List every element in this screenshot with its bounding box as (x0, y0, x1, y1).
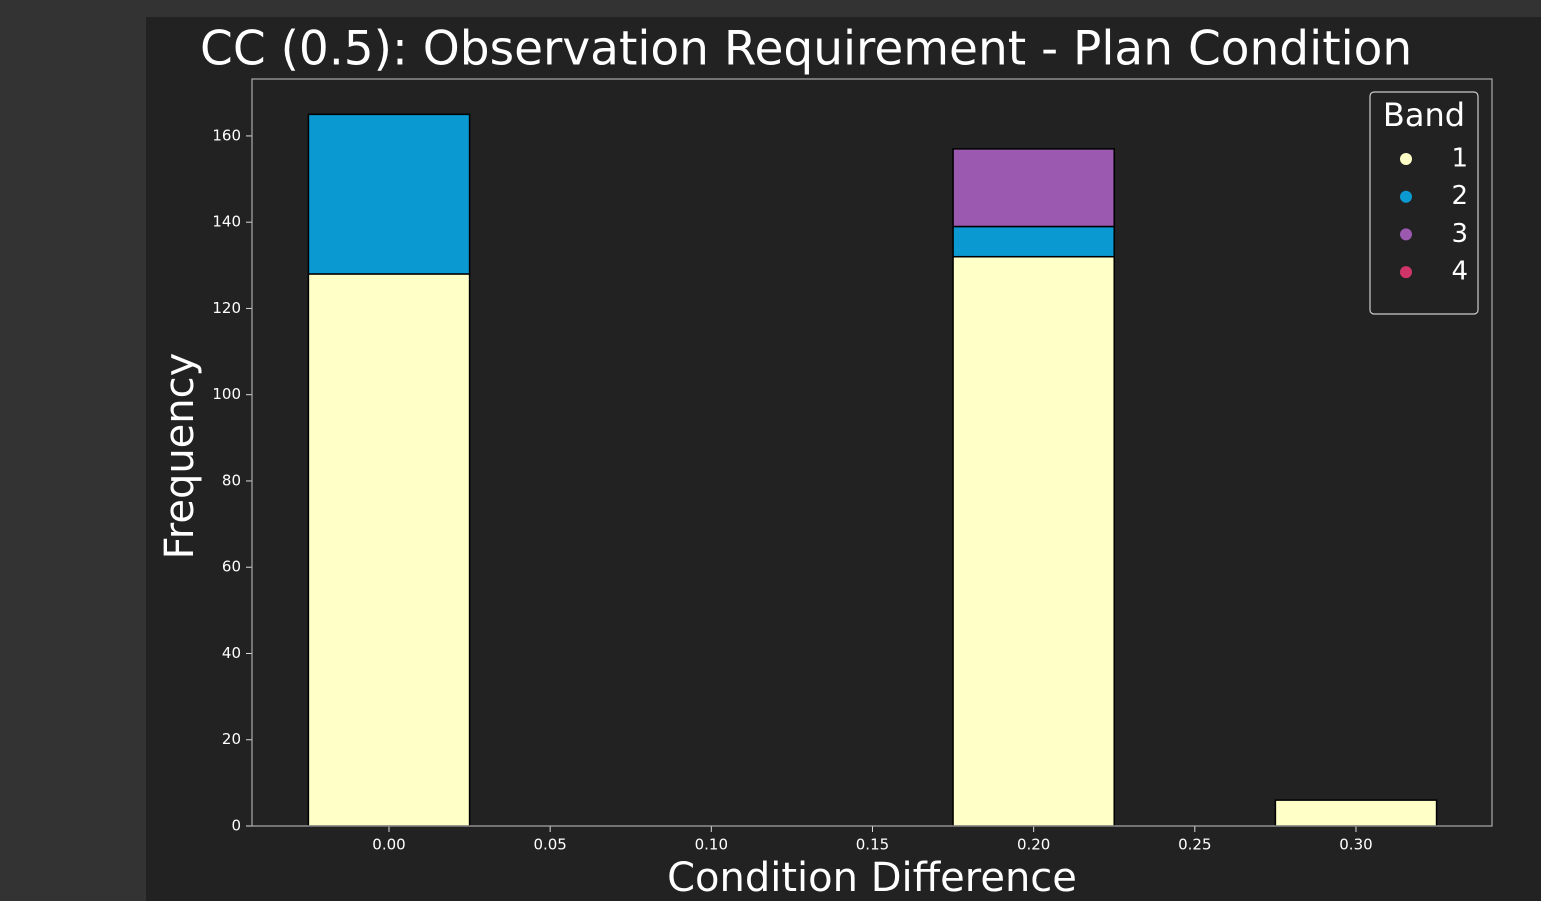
y-tick-label: 140 (212, 213, 241, 231)
bar-segment (307, 273, 471, 827)
x-tick-label: 0.25 (1178, 836, 1211, 854)
bar-segment (952, 148, 1115, 228)
bar-segment (307, 113, 471, 275)
y-tick-label: 80 (222, 471, 241, 489)
y-tick-label: 120 (212, 299, 241, 317)
y-tick-label: 0 (231, 817, 241, 835)
plot-frame (251, 78, 1493, 827)
chart-title: CC (0.5): Observation Requirement - Plan… (200, 22, 1412, 77)
legend-marker (1400, 266, 1412, 279)
y-tick-label: 60 (222, 558, 241, 576)
y-tick-label: 160 (212, 126, 241, 144)
bar-segment (1274, 799, 1438, 827)
legend-title: Band (1383, 96, 1465, 134)
legend-marker (1400, 190, 1412, 203)
y-tick-label: 100 (212, 385, 241, 403)
legend-label: 1 (1451, 144, 1468, 174)
legend-label: 3 (1451, 219, 1468, 249)
legend-marker (1400, 228, 1412, 241)
legend-label: 2 (1451, 181, 1468, 211)
y-tick-label: 40 (222, 644, 241, 662)
legend-marker (1400, 153, 1412, 165)
bar-segment (952, 255, 1115, 827)
x-tick-label: 0.30 (1339, 836, 1372, 854)
x-tick-label: 0.05 (533, 836, 566, 854)
x-tick-label: 0.00 (372, 836, 405, 854)
y-tick-label: 20 (222, 730, 241, 748)
bar-segment (952, 225, 1115, 258)
x-tick-label: 0.10 (695, 836, 728, 854)
x-tick-label: 0.20 (1017, 836, 1050, 854)
x-tick-label: 0.15 (856, 836, 889, 854)
legend-label: 4 (1451, 257, 1468, 287)
y-axis-label: Frequency (157, 353, 203, 560)
legend-box (1369, 91, 1479, 315)
x-axis-label: Condition Difference (667, 855, 1077, 901)
